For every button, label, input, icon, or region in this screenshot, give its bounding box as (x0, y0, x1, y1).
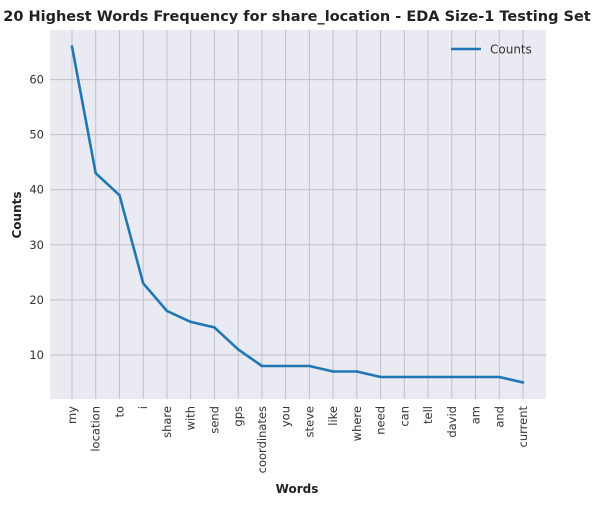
data-point (403, 375, 406, 379)
x-tick-label: to (112, 406, 126, 418)
y-tick-label: 50 (29, 128, 44, 142)
x-tick-label: share (160, 406, 174, 438)
data-point (450, 375, 453, 379)
data-point (355, 370, 359, 373)
x-tick-label: my (65, 406, 79, 424)
legend-label-counts: Counts (490, 43, 532, 57)
data-point (521, 381, 525, 384)
x-tick-label: gps (231, 406, 245, 427)
data-point (118, 194, 121, 197)
data-point (236, 348, 240, 351)
x-tick-label: steve (302, 406, 316, 437)
data-point (379, 375, 382, 379)
x-tick-label: tell (421, 406, 435, 424)
data-point (426, 375, 430, 379)
y-tick-label: 30 (29, 238, 44, 252)
data-point (284, 364, 287, 368)
x-tick-label: need (374, 406, 388, 435)
x-tick-label: with (184, 406, 198, 430)
x-tick-label: david (445, 406, 459, 438)
x-tick-label: send (207, 406, 221, 434)
y-tick-label: 40 (29, 183, 44, 197)
x-tick-label: where (350, 406, 364, 441)
y-tick-label: 10 (29, 348, 44, 362)
data-point (70, 45, 74, 48)
x-tick-label: you (279, 406, 293, 427)
x-axis-label: Words (276, 482, 319, 496)
data-point (260, 364, 264, 368)
x-tick-label: coordinates (255, 406, 269, 473)
data-point (331, 370, 335, 373)
x-tick-label: location (89, 406, 103, 452)
y-tick-labels: 10 20 30 40 50 60 (29, 73, 44, 362)
data-point (474, 375, 477, 379)
x-tick-label: am (469, 406, 483, 424)
y-tick-label: 60 (29, 73, 44, 87)
x-tick-label: like (326, 406, 340, 426)
data-point (213, 326, 216, 329)
x-tick-label: i (136, 406, 150, 409)
plot-area (50, 30, 546, 399)
y-axis-label: Counts (10, 191, 24, 238)
x-tick-label: can (397, 406, 411, 427)
grid (50, 30, 546, 399)
legend: Counts (451, 43, 532, 57)
x-tick-label: current (516, 406, 530, 448)
data-point (498, 375, 501, 379)
data-point (189, 320, 192, 324)
chart-title: 20 Highest Words Frequency for share_loc… (3, 9, 591, 25)
data-point (308, 364, 311, 368)
data-point (94, 171, 97, 175)
x-tick-labels: my location to i share with send gps coordinates… (65, 406, 530, 474)
data-points (70, 45, 525, 384)
y-tick-label: 20 (29, 293, 44, 307)
data-point (142, 282, 145, 285)
x-tick-label: and (492, 406, 506, 428)
data-point (165, 309, 169, 313)
series-line-counts (70, 45, 525, 384)
